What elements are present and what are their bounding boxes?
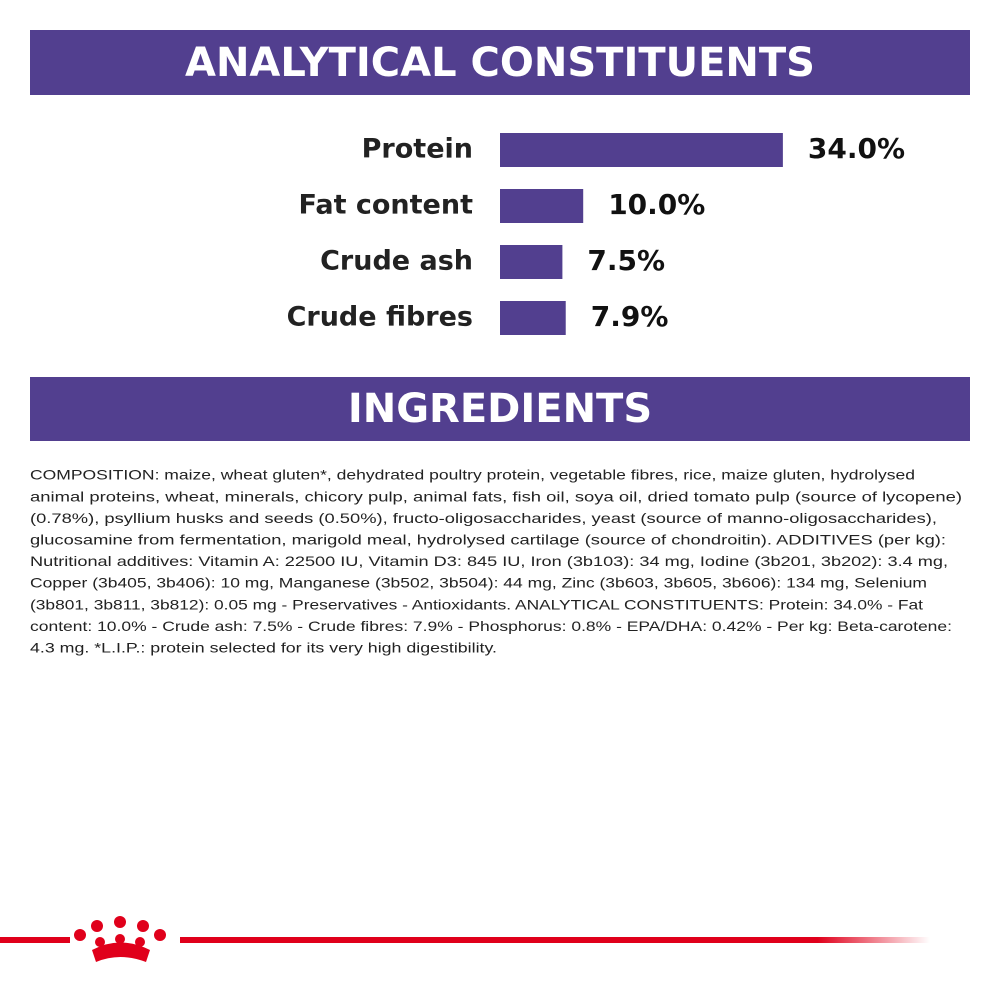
ingredient-line: content: 10.0% - Crude ash: 7.5% - Crude…	[30, 618, 952, 634]
bar	[500, 301, 566, 335]
category-label: Crude ash	[320, 246, 473, 277]
value-label: 34.0%	[808, 132, 905, 165]
bar	[500, 245, 563, 279]
ingredient-line: glucosamine from fermentation, marigold …	[30, 532, 946, 548]
chart-title: ANALYTICAL CONSTITUENTS	[185, 40, 815, 86]
value-label: 7.9%	[591, 300, 669, 333]
category-label: Fat content	[298, 190, 473, 221]
category-label: Crude fibres	[287, 302, 473, 333]
logo	[0, 916, 930, 962]
ingredient-line: Nutritional additives: Vitamin A: 22500 …	[30, 553, 948, 569]
header-band	[30, 377, 970, 441]
header-band	[30, 30, 970, 95]
bar	[500, 133, 783, 167]
ingredients-title: INGREDIENTS	[348, 386, 652, 432]
category-label: Protein	[362, 134, 473, 165]
ingredient-line: (0.78%), psyllium husks and seeds (0.50%…	[30, 510, 937, 526]
ingredient-line: 4.3 mg. *L.I.P.: protein selected for it…	[30, 640, 497, 656]
value-label: 7.5%	[587, 244, 665, 277]
ingredient-line: Copper (3b405, 3b406): 10 mg, Manganese …	[30, 575, 927, 591]
value-label: 10.0%	[608, 188, 705, 221]
bar	[500, 189, 584, 223]
ingredient-line: (3b801, 3b811, 3b812): 0.05 mg - Preserv…	[30, 596, 923, 612]
ingredient-line: animal proteins, wheat, minerals, chicor…	[30, 488, 962, 504]
ingredient-line: COMPOSITION: maize, wheat gluten*, dehyd…	[30, 467, 915, 483]
